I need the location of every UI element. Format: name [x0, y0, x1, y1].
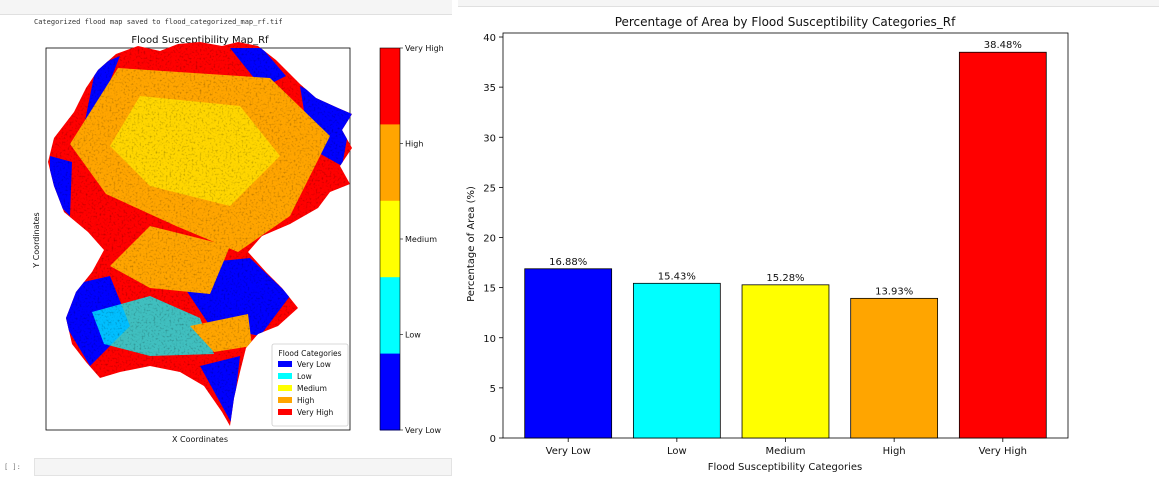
- legend-swatch: [278, 385, 292, 391]
- map-y-label: Y Coordinates: [32, 212, 41, 268]
- y-tick-label: 10: [483, 334, 496, 345]
- chart-y-label: Percentage of Area (%): [466, 186, 477, 302]
- y-tick-label: 20: [483, 234, 496, 245]
- bar: [850, 297, 939, 439]
- cell-output-text: Categorized flood map saved to flood_cat…: [34, 18, 283, 26]
- cell-input-prompt: [ ]:: [4, 463, 21, 471]
- empty-code-cell[interactable]: [34, 458, 452, 476]
- legend-label: Medium: [297, 384, 327, 393]
- x-tick-label: Very Low: [546, 446, 591, 457]
- bar: [741, 284, 830, 439]
- map-title: Flood Susceptibility Map_Rf: [131, 35, 269, 46]
- colorbar-segment: [380, 353, 400, 431]
- cell-toolbar-left: [0, 0, 452, 15]
- bar: [958, 51, 1047, 439]
- x-tick-label: High: [883, 446, 906, 457]
- chart-title: Percentage of Area by Flood Susceptibili…: [615, 15, 956, 29]
- y-tick-label: 40: [483, 33, 496, 44]
- colorbar-segment: [380, 48, 400, 125]
- y-tick-label: 0: [490, 434, 496, 445]
- colorbar-label: High: [405, 140, 423, 149]
- susceptibility-map-figure: Flood Susceptibility Map_Rf X Coordinate…: [32, 35, 444, 444]
- bar-value-label: 38.48%: [984, 40, 1022, 51]
- colorbar-label: Very High: [405, 44, 444, 53]
- y-tick-label: 30: [483, 133, 496, 144]
- y-tick-label: 5: [490, 384, 496, 395]
- legend-label: Low: [297, 372, 312, 381]
- y-tick-label: 25: [483, 183, 496, 194]
- colorbar-segment: [380, 124, 400, 202]
- legend-label: Very High: [297, 408, 334, 417]
- y-tick-label: 15: [483, 284, 496, 295]
- bar-value-label: 15.43%: [658, 271, 696, 282]
- legend-title: Flood Categories: [278, 349, 341, 358]
- colorbar-label: Low: [405, 331, 421, 340]
- map-legend: Flood Categories Very Low Low Medium High Ve…: [271, 343, 349, 427]
- legend-swatch: [278, 397, 292, 403]
- legend-label: Very Low: [297, 360, 331, 369]
- legend-label: High: [297, 396, 314, 405]
- bar-value-label: 13.93%: [875, 286, 913, 297]
- colorbar-segment: [380, 277, 400, 355]
- x-tick-label: Very High: [979, 446, 1027, 457]
- area-bar-chart: Percentage of Area by Flood Susceptibili…: [466, 15, 1069, 473]
- chart-x-label: Flood Susceptibility Categories: [708, 462, 863, 473]
- colorbar-label: Medium: [405, 235, 437, 244]
- map-x-label: X Coordinates: [172, 435, 228, 444]
- colorbar-label: Very Low: [405, 426, 442, 435]
- x-tick-label: Medium: [766, 446, 806, 457]
- bar-value-label: 15.28%: [766, 273, 804, 284]
- x-tick-label: Low: [667, 446, 687, 457]
- legend-swatch: [278, 361, 292, 367]
- bar-value-label: 16.88%: [549, 257, 587, 268]
- bar: [524, 268, 613, 439]
- cell-toolbar-right: [458, 0, 1159, 7]
- colorbar-segment: [380, 200, 400, 278]
- bar: [632, 282, 721, 439]
- colorbar: Very High High Medium Low Very Low: [379, 44, 444, 435]
- y-tick-label: 35: [483, 83, 496, 94]
- legend-swatch: [278, 409, 292, 415]
- legend-swatch: [278, 373, 292, 379]
